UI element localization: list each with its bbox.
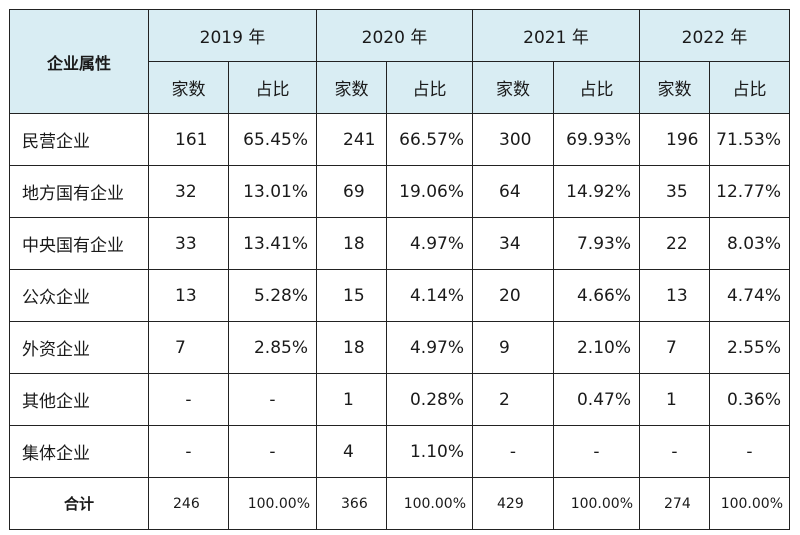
share-cell: 66.57%: [386, 113, 473, 166]
share-cell: 4.74%: [709, 269, 790, 322]
share-cell: -: [709, 425, 790, 478]
count-cell: 15: [316, 269, 387, 322]
count-header: 家数: [316, 61, 387, 114]
count-cell: 300: [472, 113, 554, 166]
share-cell: 19.06%: [386, 165, 473, 218]
count-cell: -: [148, 425, 229, 478]
share-cell: 4.97%: [386, 321, 473, 374]
share-cell: 69.93%: [553, 113, 640, 166]
total-share-cell: 100.00%: [709, 477, 790, 530]
count-cell: 69: [316, 165, 387, 218]
enterprise-type-header: 企业属性: [9, 9, 149, 114]
total-share-cell: 100.00%: [386, 477, 473, 530]
count-cell: -: [148, 373, 229, 426]
count-cell: 35: [639, 165, 710, 218]
share-cell: 71.53%: [709, 113, 790, 166]
share-cell: 12.77%: [709, 165, 790, 218]
table-row: 公众企业 13 5.28% 15 4.14% 20 4.66% 13 4.74%: [9, 269, 790, 322]
total-count-cell: 429: [472, 477, 554, 530]
count-cell: 13: [148, 269, 229, 322]
count-cell: 32: [148, 165, 229, 218]
share-header: 占比: [228, 61, 317, 114]
count-cell: 34: [472, 217, 554, 270]
count-cell: 161: [148, 113, 229, 166]
enterprise-ownership-table: 企业属性 2019 年 2020 年 2021 年 2022 年 家数 占比 家…: [9, 9, 790, 530]
share-cell: 0.47%: [553, 373, 640, 426]
enterprise-type-cell: 其他企业: [9, 373, 149, 426]
enterprise-type-cell: 集体企业: [9, 425, 149, 478]
share-cell: 65.45%: [228, 113, 317, 166]
count-cell: 196: [639, 113, 710, 166]
enterprise-type-cell: 公众企业: [9, 269, 149, 322]
total-share-cell: 100.00%: [228, 477, 317, 530]
count-cell: 241: [316, 113, 387, 166]
count-cell: 7: [148, 321, 229, 374]
enterprise-type-cell: 外资企业: [9, 321, 149, 374]
table-row: 民营企业 161 65.45% 241 66.57% 300 69.93% 19…: [9, 113, 790, 166]
share-header: 占比: [553, 61, 640, 114]
enterprise-type-cell: 中央国有企业: [9, 217, 149, 270]
count-cell: 13: [639, 269, 710, 322]
share-cell: 2.55%: [709, 321, 790, 374]
share-cell: -: [553, 425, 640, 478]
table-row: 外资企业 7 2.85% 18 4.97% 9 2.10% 7 2.55%: [9, 321, 790, 374]
count-header: 家数: [639, 61, 710, 114]
share-cell: -: [228, 373, 317, 426]
count-header: 家数: [148, 61, 229, 114]
share-cell: 4.97%: [386, 217, 473, 270]
count-cell: 22: [639, 217, 710, 270]
total-count-cell: 366: [316, 477, 387, 530]
count-cell: 4: [316, 425, 387, 478]
count-cell: 33: [148, 217, 229, 270]
count-cell: 7: [639, 321, 710, 374]
enterprise-type-cell: 民营企业: [9, 113, 149, 166]
table-row: 地方国有企业 32 13.01% 69 19.06% 64 14.92% 35 …: [9, 165, 790, 218]
share-cell: 4.66%: [553, 269, 640, 322]
count-header: 家数: [472, 61, 554, 114]
count-cell: 1: [316, 373, 387, 426]
total-row: 合计 246 100.00% 366 100.00% 429 100.00% 2…: [9, 477, 790, 530]
total-share-cell: 100.00%: [553, 477, 640, 530]
table-row: 中央国有企业 33 13.41% 18 4.97% 34 7.93% 22 8.…: [9, 217, 790, 270]
year-header-2021: 2021 年: [472, 9, 640, 62]
share-cell: 14.92%: [553, 165, 640, 218]
share-cell: 13.41%: [228, 217, 317, 270]
count-cell: 1: [639, 373, 710, 426]
count-cell: 64: [472, 165, 554, 218]
share-cell: 1.10%: [386, 425, 473, 478]
table-row: 其他企业 - - 1 0.28% 2 0.47% 1 0.36%: [9, 373, 790, 426]
share-cell: 5.28%: [228, 269, 317, 322]
year-header-2022: 2022 年: [639, 9, 790, 62]
share-cell: 8.03%: [709, 217, 790, 270]
total-count-cell: 246: [148, 477, 229, 530]
share-cell: 7.93%: [553, 217, 640, 270]
count-cell: 2: [472, 373, 554, 426]
year-header-2019: 2019 年: [148, 9, 317, 62]
count-cell: 9: [472, 321, 554, 374]
total-count-cell: 274: [639, 477, 710, 530]
count-cell: 18: [316, 321, 387, 374]
table-row: 集体企业 - - 4 1.10% - - - -: [9, 425, 790, 478]
total-label: 合计: [9, 477, 149, 530]
share-header: 占比: [709, 61, 790, 114]
enterprise-type-cell: 地方国有企业: [9, 165, 149, 218]
share-cell: 4.14%: [386, 269, 473, 322]
share-cell: 0.36%: [709, 373, 790, 426]
count-cell: 18: [316, 217, 387, 270]
enterprise-table-wrapper: 企业属性 2019 年 2020 年 2021 年 2022 年 家数 占比 家…: [9, 9, 790, 530]
count-cell: -: [472, 425, 554, 478]
count-cell: 20: [472, 269, 554, 322]
count-cell: -: [639, 425, 710, 478]
share-cell: 2.10%: [553, 321, 640, 374]
year-header-2020: 2020 年: [316, 9, 473, 62]
share-cell: -: [228, 425, 317, 478]
share-header: 占比: [386, 61, 473, 114]
share-cell: 0.28%: [386, 373, 473, 426]
share-cell: 2.85%: [228, 321, 317, 374]
share-cell: 13.01%: [228, 165, 317, 218]
